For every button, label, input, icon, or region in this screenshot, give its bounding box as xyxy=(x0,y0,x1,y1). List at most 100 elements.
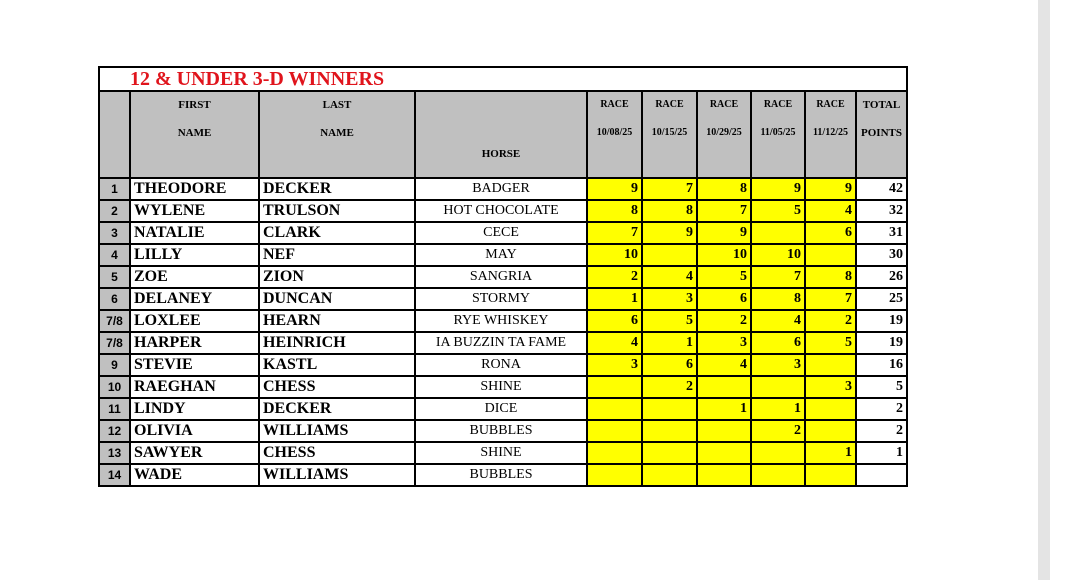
header-rank xyxy=(98,90,131,179)
header-first-name: FIRST NAME xyxy=(129,90,260,179)
first-name-cell: RAEGHAN xyxy=(129,375,260,399)
total-points-cell: 2 xyxy=(855,419,908,443)
race-points-cell: 6 xyxy=(696,287,752,311)
last-name-cell: WILLIAMS xyxy=(258,463,416,487)
race-points-cell xyxy=(586,441,643,465)
first-name-cell: DELANEY xyxy=(129,287,260,311)
race-points-cell xyxy=(586,419,643,443)
first-name-cell: WADE xyxy=(129,463,260,487)
rank-cell: 10 xyxy=(98,375,131,399)
header-total-points: TOTAL POINTS xyxy=(855,90,908,179)
horse-cell: MAY xyxy=(414,243,588,267)
last-name-cell: KASTL xyxy=(258,353,416,377)
total-points-cell: 2 xyxy=(855,397,908,421)
header-race-text: 11/05/25 xyxy=(760,127,796,138)
race-points-cell xyxy=(750,375,806,399)
last-name-cell: DECKER xyxy=(258,397,416,421)
total-points-cell: 5 xyxy=(855,375,908,399)
race-points-cell: 4 xyxy=(586,331,643,355)
race-points-cell xyxy=(586,397,643,421)
header-horse-text: HORSE xyxy=(481,148,521,160)
first-name-cell: LINDY xyxy=(129,397,260,421)
total-points-cell: 16 xyxy=(855,353,908,377)
rank-cell: 3 xyxy=(98,221,131,245)
last-name-cell: CLARK xyxy=(258,221,416,245)
header-race-text: 10/08/25 xyxy=(596,127,633,138)
header-race-text: 11/12/25 xyxy=(812,127,848,138)
race-points-cell: 5 xyxy=(696,265,752,289)
race-points-cell: 10 xyxy=(696,243,752,267)
horse-cell: RONA xyxy=(414,353,588,377)
horse-cell: BUBBLES xyxy=(414,419,588,443)
race-points-cell: 5 xyxy=(804,331,857,355)
race-points-cell: 6 xyxy=(586,309,643,333)
scrollbar[interactable] xyxy=(1038,0,1050,580)
total-points-cell: 25 xyxy=(855,287,908,311)
total-points-cell: 19 xyxy=(855,309,908,333)
rank-cell: 14 xyxy=(98,463,131,487)
race-points-cell: 3 xyxy=(641,287,698,311)
race-points-cell: 1 xyxy=(804,441,857,465)
race-points-cell: 8 xyxy=(696,177,752,201)
race-points-cell xyxy=(696,419,752,443)
race-points-cell: 10 xyxy=(750,243,806,267)
race-points-cell xyxy=(641,463,698,487)
race-points-cell: 10 xyxy=(586,243,643,267)
first-name-cell: THEODORE xyxy=(129,177,260,201)
horse-cell: DICE xyxy=(414,397,588,421)
race-points-cell xyxy=(641,419,698,443)
rank-cell: 9 xyxy=(98,353,131,377)
race-points-cell xyxy=(750,441,806,465)
rank-cell: 4 xyxy=(98,243,131,267)
horse-cell: RYE WHISKEY xyxy=(414,309,588,333)
horse-cell: SHINE xyxy=(414,375,588,399)
header-first-name-text: FIRST xyxy=(178,99,211,111)
race-points-cell: 7 xyxy=(750,265,806,289)
first-name-cell: HARPER xyxy=(129,331,260,355)
race-points-cell: 7 xyxy=(696,199,752,223)
race-points-cell: 1 xyxy=(586,287,643,311)
header-race-text: 10/29/25 xyxy=(706,127,742,138)
race-points-cell xyxy=(641,243,698,267)
race-points-cell: 3 xyxy=(804,375,857,399)
race-points-cell: 2 xyxy=(641,375,698,399)
header-total-points-text: TOTAL xyxy=(862,99,901,111)
horse-cell: BADGER xyxy=(414,177,588,201)
rank-cell: 13 xyxy=(98,441,131,465)
race-points-cell: 1 xyxy=(750,397,806,421)
header-race-text: RACE xyxy=(655,99,684,110)
horse-cell: STORMY xyxy=(414,287,588,311)
horse-cell: SHINE xyxy=(414,441,588,465)
race-points-cell: 3 xyxy=(586,353,643,377)
race-points-cell: 2 xyxy=(696,309,752,333)
total-points-cell: 42 xyxy=(855,177,908,201)
total-points-cell: 1 xyxy=(855,441,908,465)
race-points-cell: 2 xyxy=(750,419,806,443)
last-name-cell: HEARN xyxy=(258,309,416,333)
first-name-cell: LILLY xyxy=(129,243,260,267)
race-points-cell: 7 xyxy=(586,221,643,245)
first-name-cell: WYLENE xyxy=(129,199,260,223)
race-points-cell: 2 xyxy=(586,265,643,289)
race-points-cell: 9 xyxy=(586,177,643,201)
table-row: 7/8 HARPER HEINRICH IA BUZZIN TA FAME 4 1 3 6 5 1… xyxy=(98,331,908,355)
race-points-cell: 3 xyxy=(750,353,806,377)
header-race-text: RACE xyxy=(816,99,845,110)
first-name-cell: STEVIE xyxy=(129,353,260,377)
table-row: 9 STEVIE KASTL RONA 3 6 4 3 16 xyxy=(98,353,908,377)
rank-cell: 6 xyxy=(98,287,131,311)
race-points-cell: 6 xyxy=(641,353,698,377)
horse-cell: BUBBLES xyxy=(414,463,588,487)
race-points-cell: 9 xyxy=(641,221,698,245)
last-name-cell: WILLIAMS xyxy=(258,419,416,443)
race-points-cell: 8 xyxy=(804,265,857,289)
horse-cell: IA BUZZIN TA FAME xyxy=(414,331,588,355)
header-race-text: RACE xyxy=(763,99,793,110)
first-name-cell: OLIVIA xyxy=(129,419,260,443)
first-name-cell: SAWYER xyxy=(129,441,260,465)
race-points-cell: 1 xyxy=(696,397,752,421)
rank-cell: 12 xyxy=(98,419,131,443)
header-race: RACE 11/12/25 xyxy=(804,90,857,179)
last-name-cell: DECKER xyxy=(258,177,416,201)
total-points-cell: 26 xyxy=(855,265,908,289)
